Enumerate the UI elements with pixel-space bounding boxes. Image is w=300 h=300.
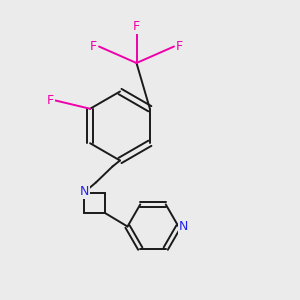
Text: N: N xyxy=(178,220,188,233)
Text: N: N xyxy=(79,185,89,198)
Text: F: F xyxy=(90,40,97,53)
Text: F: F xyxy=(46,94,54,107)
Text: F: F xyxy=(133,20,140,34)
Text: F: F xyxy=(176,40,183,53)
